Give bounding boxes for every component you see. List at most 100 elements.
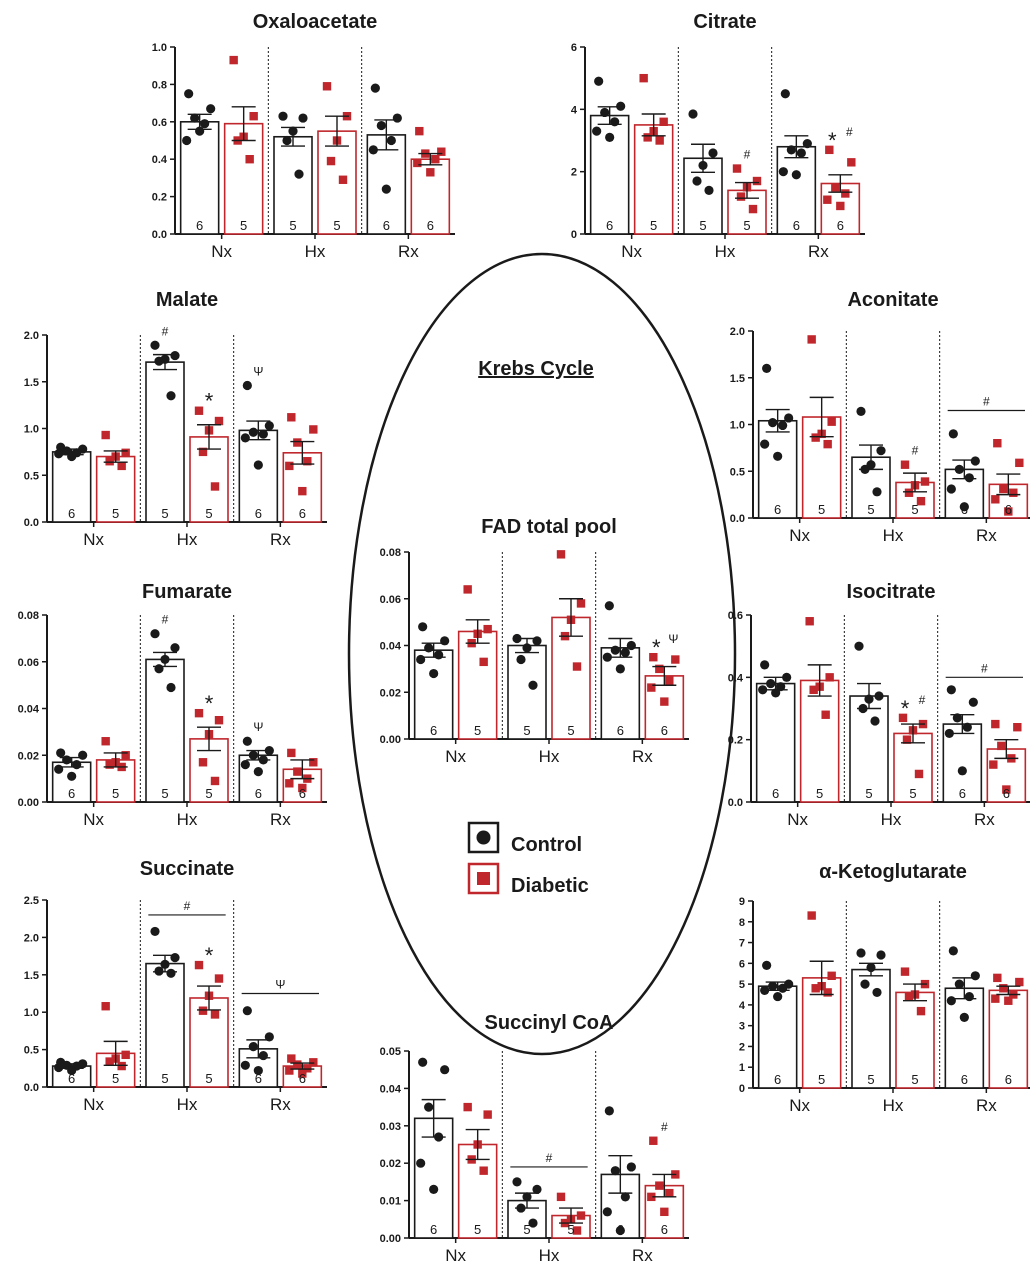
point-control (258, 429, 268, 439)
point-diabetic (655, 136, 664, 145)
point-diabetic (463, 585, 472, 594)
bar-control (273, 135, 313, 235)
point-control (600, 107, 610, 118)
point-diabetic (999, 484, 1008, 494)
point-diabetic (649, 1136, 658, 1145)
point-diabetic (303, 457, 312, 466)
point-diabetic (214, 715, 224, 725)
significance-mark: # (919, 693, 926, 707)
chart-succinate: Succinate 0.0 0.5 1.0 1.5 2.0 2.5 Nx 6 5 Hx 5 5 Rx 6 6 #… (24, 858, 327, 1114)
n-label: 5 (743, 218, 750, 233)
y-tick-label: 0.02 (18, 750, 39, 762)
point-diabetic (117, 1061, 126, 1071)
point-control (298, 113, 308, 123)
point-control (874, 691, 884, 701)
y-tick-label: 0.0 (152, 229, 167, 241)
point-control (626, 640, 636, 651)
legend-diabetic-label: Diabetic (511, 875, 589, 897)
chart-akg: α-Ketoglutarate 0 1 2 3 4 5 6 7 8 9 Nx 6 5 Hx 5 5 Rx 6 6 (739, 861, 1030, 1115)
significance-mark: # (162, 613, 169, 627)
point-control (424, 643, 434, 653)
point-control (876, 446, 886, 456)
point-control (604, 1106, 614, 1116)
y-tick-label: 0.5 (730, 466, 745, 478)
point-control (190, 113, 200, 123)
point-control (954, 979, 964, 989)
y-tick-label: 5 (739, 979, 745, 991)
point-control (856, 406, 866, 417)
point-diabetic (660, 1207, 669, 1217)
point-diabetic (437, 147, 446, 156)
point-control (592, 126, 602, 136)
significance-star: * (205, 389, 214, 414)
point-control (56, 748, 66, 758)
x-group-label: Hx (715, 242, 736, 261)
n-label: 6 (772, 786, 779, 801)
y-tick-label: 0.03 (380, 1121, 401, 1133)
point-diabetic (825, 673, 834, 682)
point-control (602, 1207, 612, 1217)
point-control (253, 1065, 263, 1076)
point-control (294, 169, 304, 179)
point-control (512, 1177, 522, 1187)
point-diabetic (479, 1166, 488, 1175)
n-label: 6 (961, 1072, 968, 1087)
point-control (170, 643, 180, 653)
y-tick-label: 0.02 (380, 1158, 401, 1170)
point-control (778, 420, 788, 431)
point-diabetic (483, 1110, 492, 1119)
point-diabetic (210, 776, 220, 786)
point-diabetic (249, 111, 258, 121)
significance-star: * (901, 696, 910, 721)
y-tick-label: 0.0 (24, 517, 39, 529)
point-control (278, 111, 288, 121)
n-label: 5 (909, 786, 916, 801)
point-control (54, 1062, 64, 1073)
chart-title: Succinyl CoA (485, 1012, 614, 1034)
point-diabetic (415, 126, 424, 136)
y-tick-label: 2.0 (24, 330, 39, 342)
point-control (959, 502, 969, 512)
n-label: 6 (255, 1071, 262, 1086)
point-control (166, 968, 176, 978)
n-label: 5 (474, 1222, 481, 1237)
point-control (771, 688, 781, 698)
n-label: 6 (774, 502, 781, 517)
significance-mark: Ψ (668, 632, 678, 646)
significance-star: * (205, 691, 214, 716)
legend-diabetic-marker (477, 872, 490, 885)
point-diabetic (836, 201, 845, 211)
point-diabetic (322, 82, 332, 91)
n-label: 5 (205, 506, 212, 521)
n-label: 5 (205, 786, 212, 801)
point-control (615, 664, 625, 674)
legend-control-label: Control (511, 834, 582, 856)
chart-title: Fumarate (142, 581, 232, 603)
point-diabetic (643, 133, 652, 142)
point-diabetic (194, 708, 204, 718)
point-control (948, 429, 958, 439)
point-diabetic (736, 192, 746, 201)
point-diabetic (1015, 977, 1024, 987)
n-label: 6 (617, 1222, 624, 1237)
point-control (528, 1218, 538, 1228)
bar-diabetic (223, 122, 264, 235)
point-diabetic (479, 657, 488, 667)
point-control (182, 135, 192, 146)
point-diabetic (245, 155, 254, 164)
y-tick-label: 1.0 (730, 420, 745, 432)
point-control (768, 981, 778, 991)
point-control (760, 985, 770, 995)
bar-diabetic (551, 616, 591, 740)
bar-control (851, 968, 891, 1089)
y-tick-label: 0.5 (24, 470, 39, 482)
point-control (242, 736, 252, 746)
y-tick-label: 1 (739, 1062, 745, 1074)
n-label: 5 (161, 1071, 168, 1086)
x-group-label: Hx (883, 1096, 904, 1115)
bar-control (755, 682, 796, 803)
y-tick-label: 2.0 (730, 326, 745, 338)
y-tick-label: 0.5 (24, 1045, 39, 1057)
significance-mark: # (981, 661, 988, 675)
point-control (516, 654, 526, 665)
